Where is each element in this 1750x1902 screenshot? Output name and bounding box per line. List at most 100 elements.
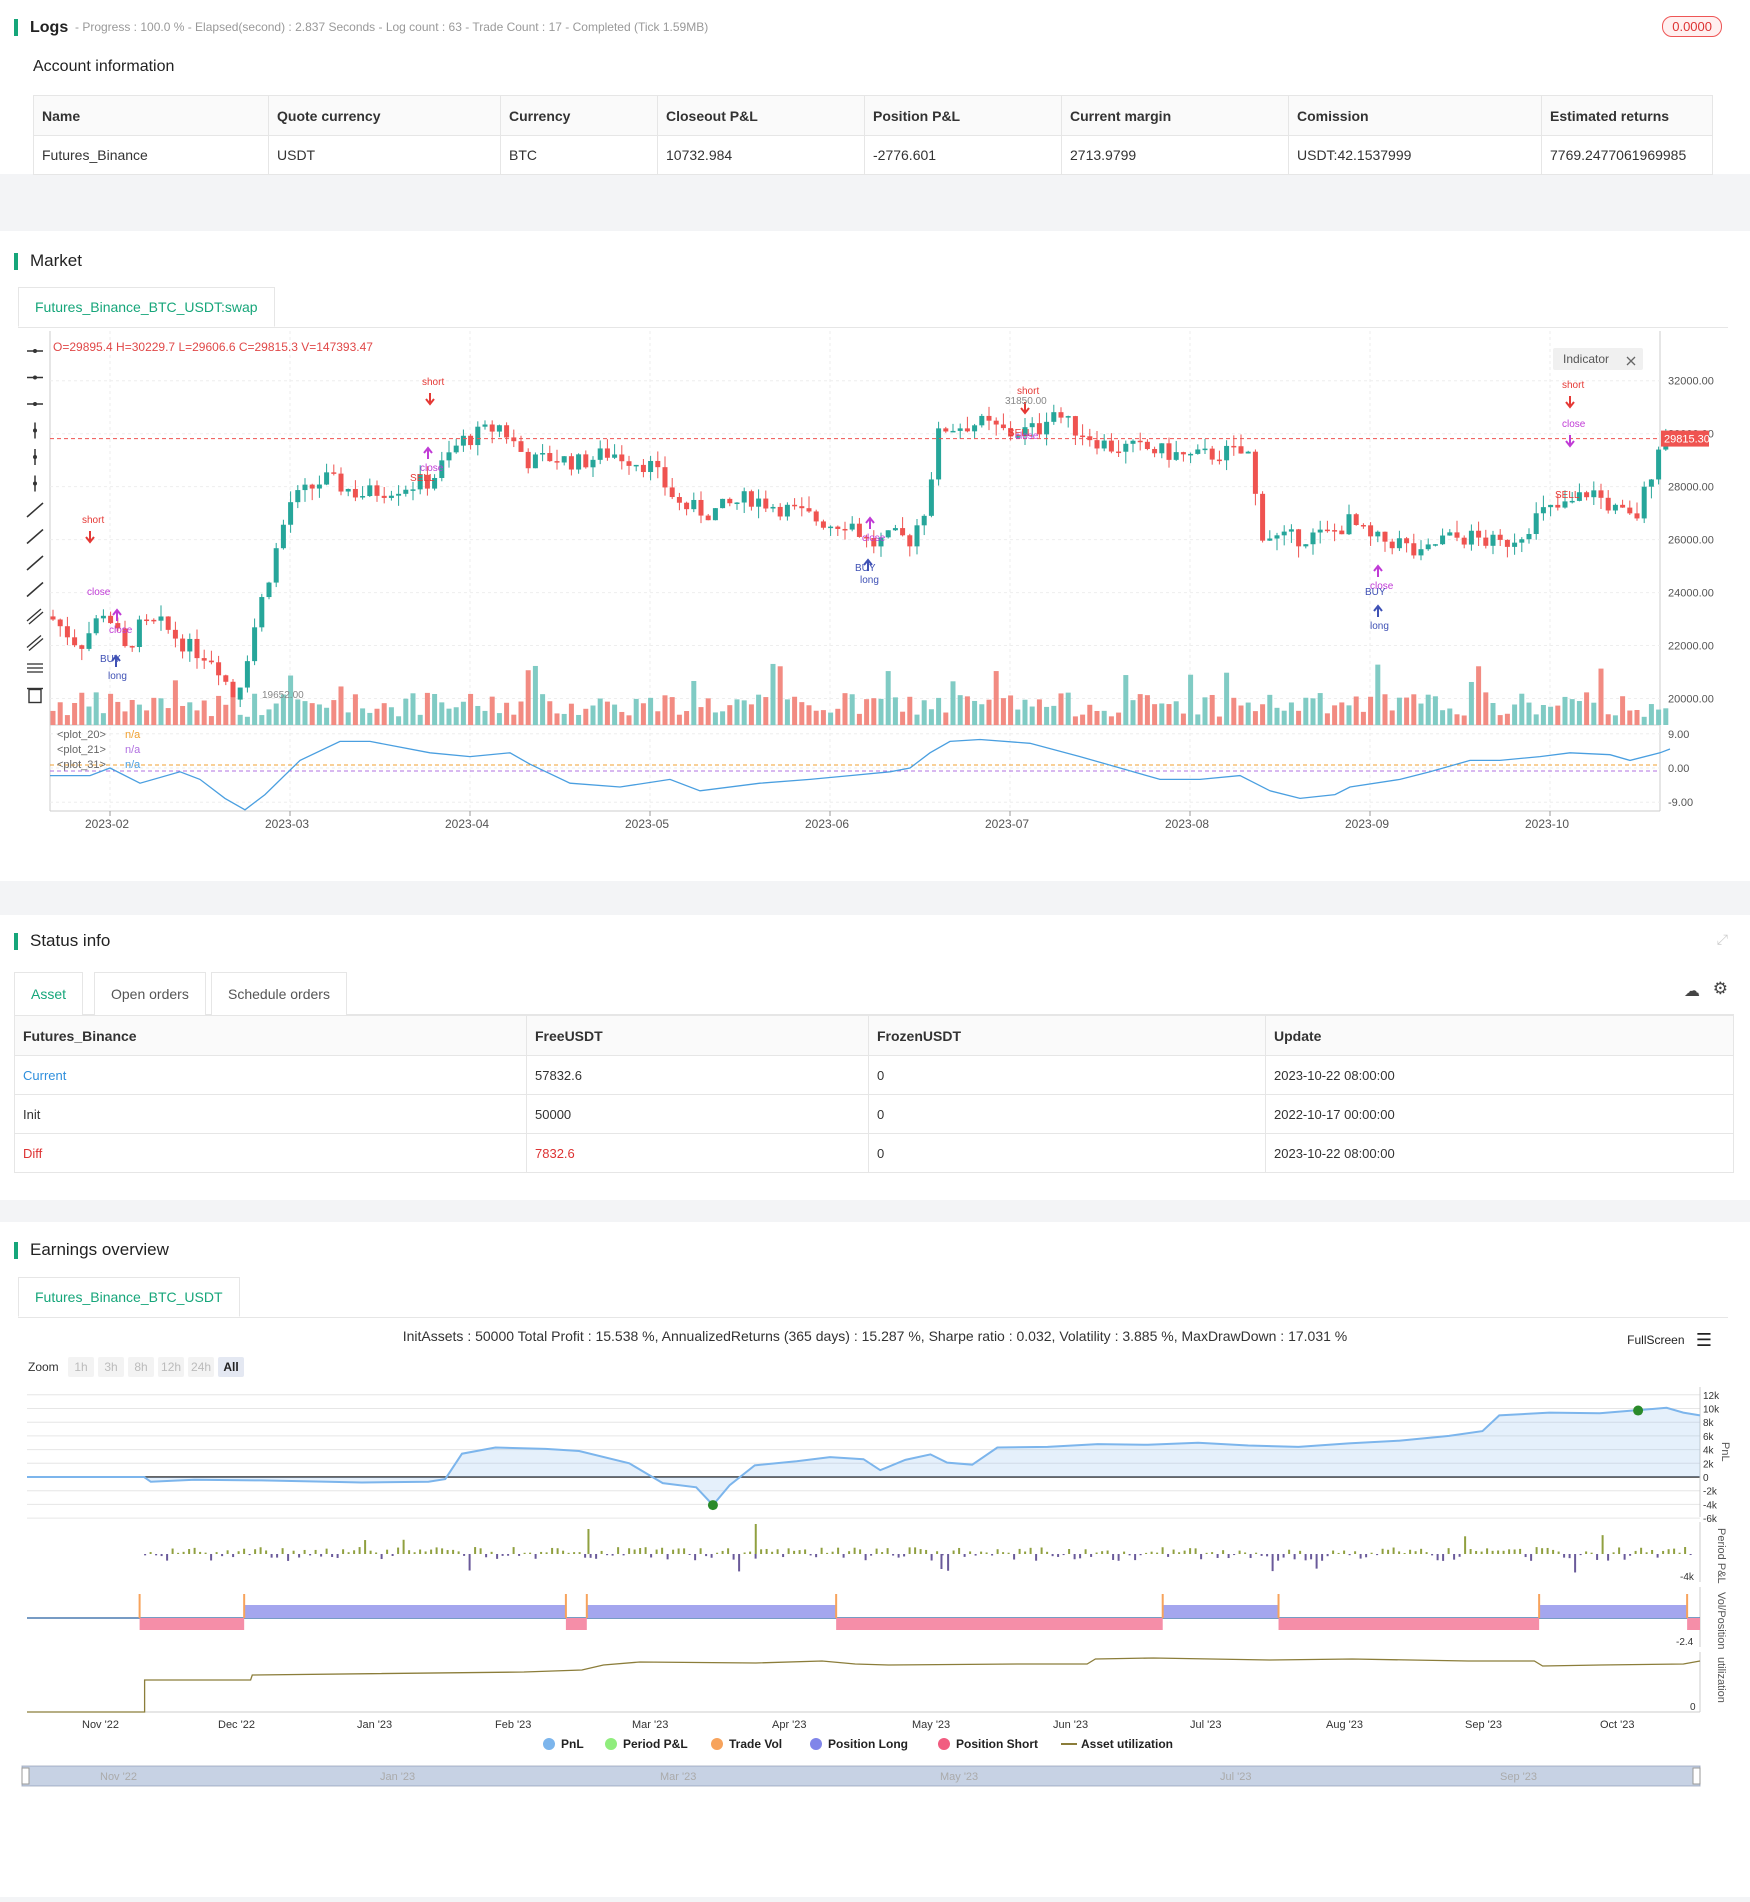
volume-bar bbox=[914, 714, 920, 725]
candle-body bbox=[410, 489, 416, 491]
period-pnl-bar bbox=[485, 1554, 488, 1558]
cloud-download-icon[interactable]: ☁ bbox=[1684, 983, 1700, 1000]
tab-earnings-symbol[interactable]: Futures_Binance_BTC_USDT bbox=[18, 1277, 240, 1317]
indicator-button[interactable]: Indicator1 bbox=[1553, 348, 1643, 370]
tab-open-orders[interactable]: Open orders bbox=[94, 972, 206, 1016]
legend-item[interactable]: PnL bbox=[543, 1737, 584, 1751]
period-pnl-bar bbox=[1332, 1550, 1335, 1554]
y-tick-label: 22000.00 bbox=[1668, 641, 1714, 653]
h-ray-icon[interactable] bbox=[27, 402, 43, 406]
tab-schedule-orders[interactable]: Schedule orders bbox=[211, 972, 347, 1016]
menu-icon[interactable]: ☰ bbox=[1695, 1330, 1712, 1350]
period-pnl-bar bbox=[611, 1554, 614, 1556]
period-pnl-bar bbox=[199, 1551, 202, 1554]
volume-bar bbox=[648, 697, 654, 725]
trade-vol-bar bbox=[1686, 1594, 1689, 1618]
parallel-channel-icon[interactable] bbox=[26, 608, 44, 625]
candle-body bbox=[964, 428, 970, 432]
period-pnl-bar bbox=[941, 1554, 944, 1556]
h-line-icon[interactable] bbox=[27, 375, 43, 380]
legend-item[interactable]: Asset utilization bbox=[1061, 1737, 1173, 1751]
market-chart[interactable]: 32000.0030000.0028000.0026000.0024000.00… bbox=[0, 331, 1750, 881]
navigator-left-handle bbox=[21, 1767, 30, 1785]
volume-bar bbox=[57, 702, 63, 725]
period-pnl-bar bbox=[1128, 1554, 1131, 1556]
legend-item[interactable]: Position Short bbox=[938, 1737, 1038, 1751]
y-tick-label: 28000.00 bbox=[1668, 482, 1714, 494]
earnings-chart[interactable]: 12k 10k 8k 6k 4k 2k 0 -2k -4k -6k PnL -4k Period P&L… bbox=[0, 1382, 1750, 1897]
legend-item[interactable]: Trade Vol bbox=[711, 1737, 782, 1751]
volume-bar bbox=[705, 698, 711, 725]
zoom-3h[interactable]: 3h bbox=[98, 1357, 125, 1377]
candle-body bbox=[1497, 534, 1503, 540]
period-pnl-bar bbox=[804, 1549, 807, 1554]
volume-bar bbox=[1022, 699, 1028, 725]
trend-line-icon[interactable] bbox=[26, 502, 44, 518]
volume-bar bbox=[568, 703, 574, 725]
period-pnl-bar bbox=[699, 1548, 702, 1554]
period-pnl-bar bbox=[1640, 1547, 1643, 1554]
period-pnl-bar bbox=[1244, 1552, 1247, 1554]
period-pnl-bar bbox=[798, 1550, 801, 1554]
legend-swatch bbox=[543, 1738, 555, 1750]
period-pnl-bar bbox=[919, 1549, 922, 1554]
candle-body bbox=[792, 504, 798, 507]
period-pnl-bar bbox=[1211, 1552, 1214, 1554]
zoom-8h[interactable]: 8h bbox=[128, 1357, 155, 1377]
period-pnl-bar bbox=[694, 1554, 697, 1561]
table-row: Futures_Binance USDT BTC 10732.984 -2776.601… bbox=[33, 135, 1713, 175]
volume-bar bbox=[590, 705, 596, 725]
candle-body bbox=[1288, 529, 1294, 532]
table-cell: BTC bbox=[500, 135, 658, 175]
volume-bar bbox=[122, 711, 128, 725]
tab-market-symbol[interactable]: Futures_Binance_BTC_USDT:swap bbox=[18, 287, 275, 327]
trash-icon[interactable] bbox=[27, 687, 43, 704]
zoom-1h[interactable]: 1h bbox=[68, 1357, 95, 1377]
period-pnl-bar bbox=[683, 1548, 686, 1554]
volume-bar bbox=[1101, 710, 1107, 725]
volume-bar bbox=[1483, 692, 1489, 725]
tab-asset[interactable]: Asset bbox=[14, 972, 84, 1016]
zoom-12h[interactable]: 12h bbox=[158, 1357, 185, 1377]
extended-line-icon[interactable] bbox=[26, 555, 44, 571]
volume-bar bbox=[640, 703, 646, 725]
legend-item[interactable]: Period P&L bbox=[605, 1737, 688, 1751]
period-pnl-bar bbox=[782, 1554, 785, 1558]
expand-icon[interactable]: ⤢ bbox=[1716, 931, 1728, 947]
period-pnl-bar bbox=[1563, 1554, 1566, 1558]
volume-bar bbox=[1008, 695, 1014, 725]
volume-bar bbox=[1188, 674, 1194, 725]
candle-body bbox=[453, 445, 459, 453]
candle-body bbox=[165, 616, 171, 630]
period-pnl-bar bbox=[237, 1551, 240, 1554]
volume-bar bbox=[1195, 714, 1201, 725]
candle-body bbox=[1389, 541, 1395, 549]
volume-bar bbox=[489, 696, 495, 725]
candle-body bbox=[1555, 504, 1561, 508]
fullscreen-button[interactable]: FullScreen ☰ bbox=[1627, 1330, 1712, 1351]
candle-body bbox=[489, 424, 495, 432]
period-pnl-bar bbox=[342, 1549, 345, 1554]
navigator[interactable]: Nov '22 Jan '23 Mar '23 May '23 Jul '23 Sep '… bbox=[21, 1765, 1701, 1787]
candle-body bbox=[1591, 490, 1597, 498]
ray-icon[interactable] bbox=[26, 528, 44, 545]
fib-tool-icon[interactable] bbox=[26, 581, 44, 598]
candle-body bbox=[676, 497, 682, 503]
v-segment-icon[interactable] bbox=[33, 449, 37, 465]
v-line-icon[interactable] bbox=[33, 422, 37, 439]
candle-body bbox=[612, 454, 618, 458]
legend-item[interactable]: Position Long bbox=[810, 1737, 908, 1751]
gear-icon[interactable]: ⚙ bbox=[1712, 979, 1728, 998]
volume-bar bbox=[504, 702, 510, 725]
period-pnl-bar bbox=[1326, 1554, 1329, 1557]
crosshair-icon[interactable] bbox=[27, 349, 43, 353]
col-frozen: FrozenUSDT bbox=[868, 1015, 1266, 1056]
pitchfork-icon[interactable] bbox=[26, 635, 44, 651]
volume-bar bbox=[1533, 714, 1539, 725]
volume-bar bbox=[1058, 693, 1064, 725]
zoom-all[interactable]: All bbox=[218, 1357, 245, 1377]
zoom-24h[interactable]: 24h bbox=[188, 1357, 215, 1377]
text-tool-icon[interactable] bbox=[27, 663, 43, 673]
candle-body bbox=[849, 523, 855, 530]
v-ray-icon[interactable] bbox=[33, 475, 37, 492]
